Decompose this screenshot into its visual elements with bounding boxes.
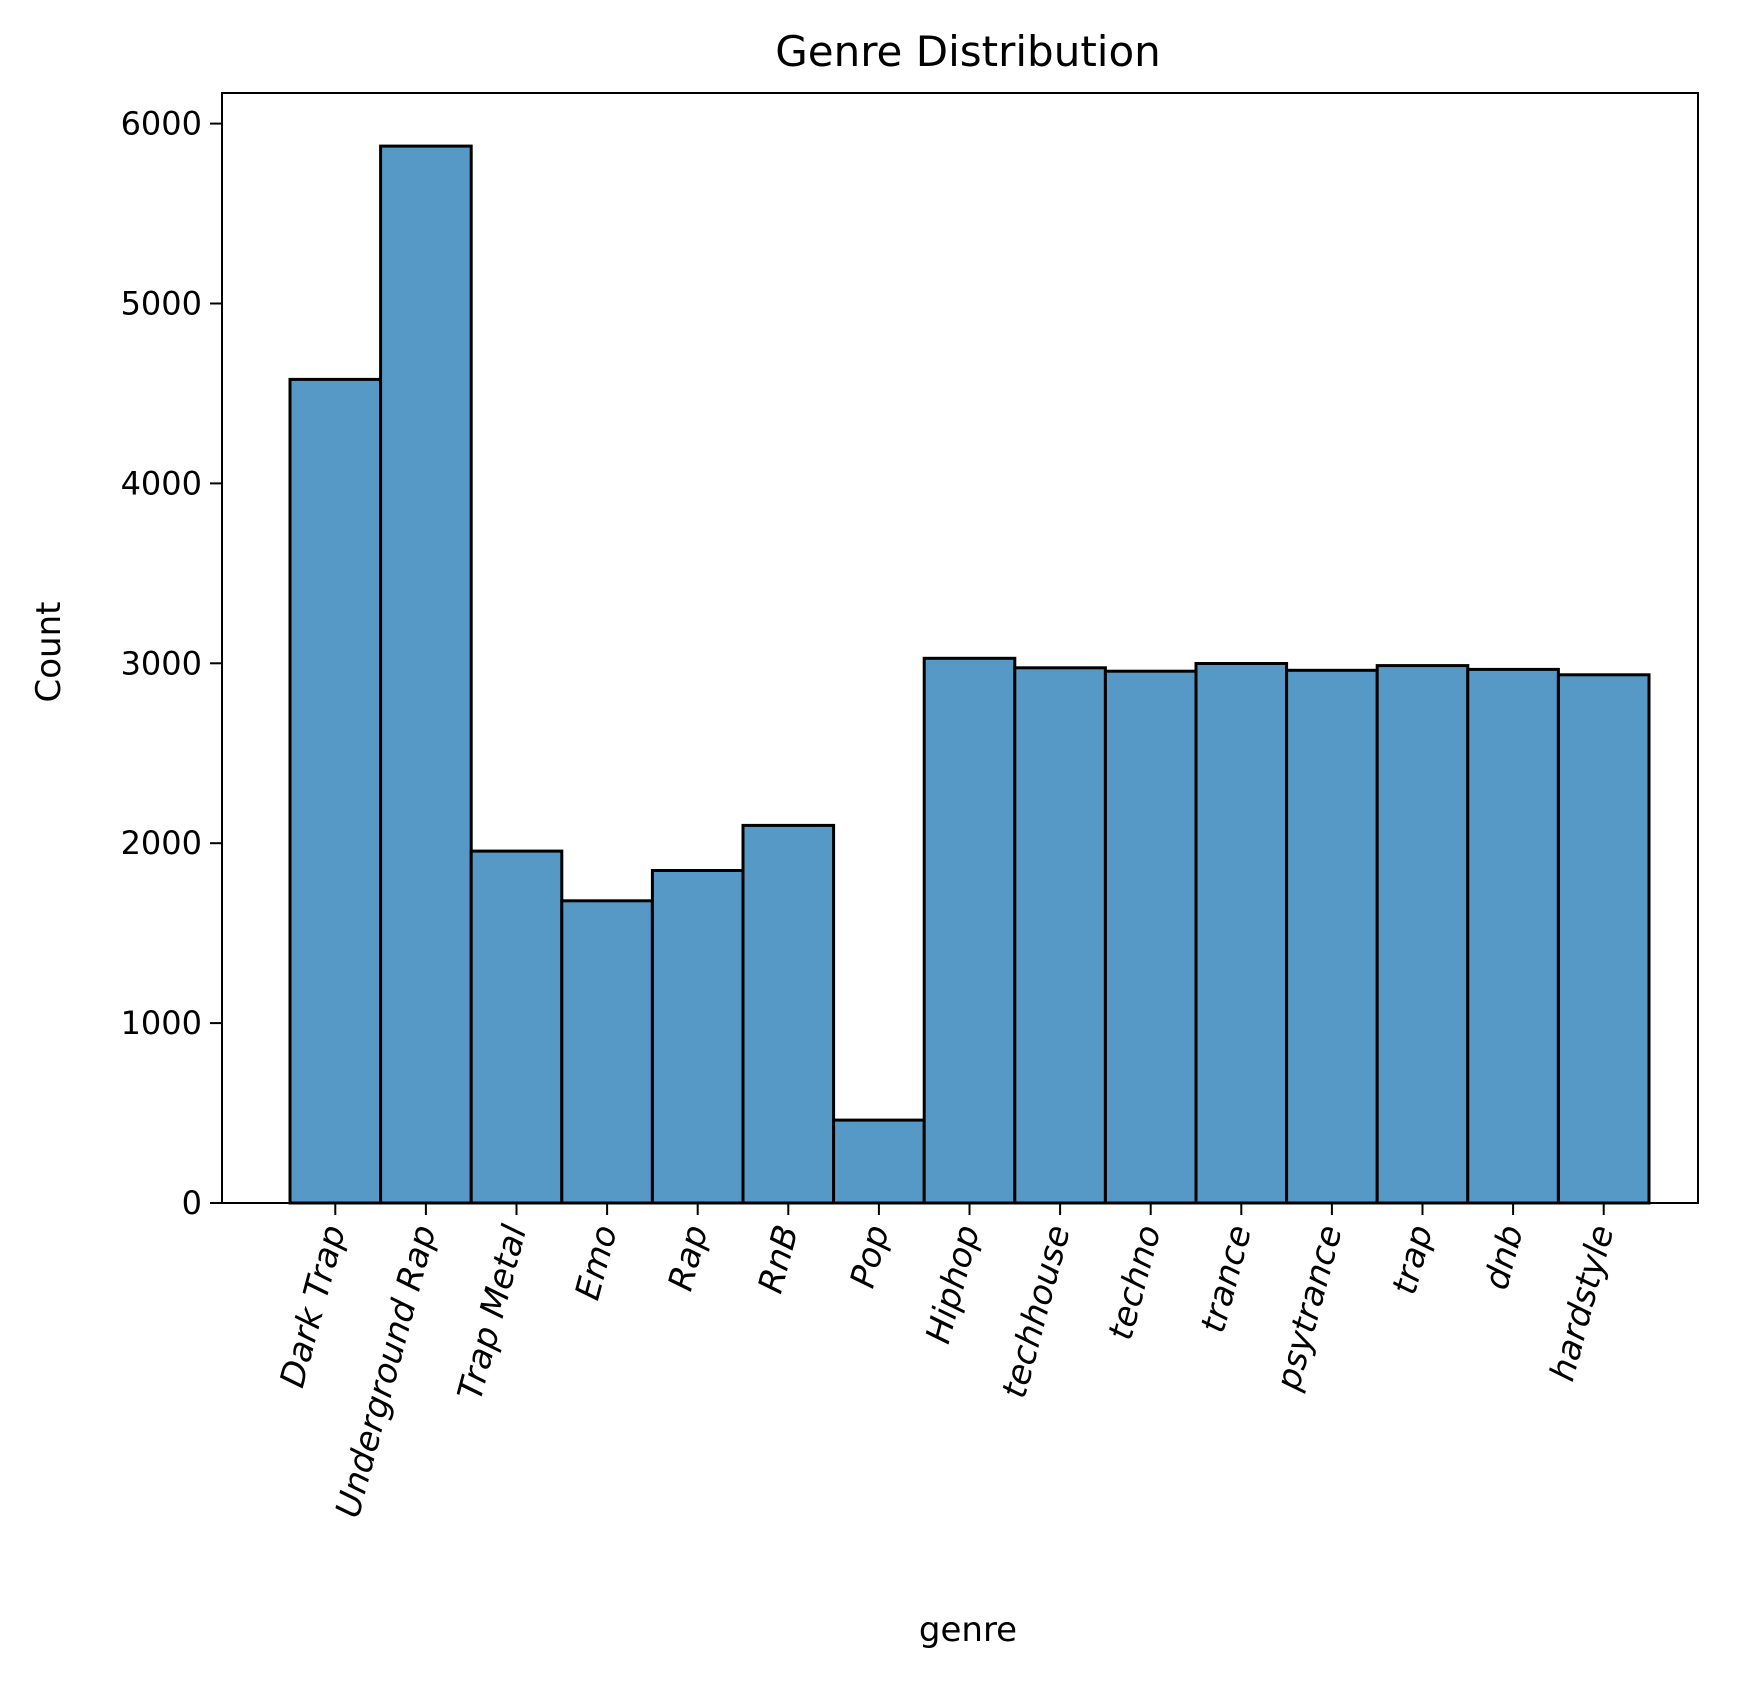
y-tick-label: 1000 xyxy=(121,1004,202,1042)
x-tick-label: hardstyle xyxy=(1542,1221,1622,1385)
y-tick-label: 2000 xyxy=(121,824,202,862)
x-tick-label: trap xyxy=(1385,1221,1442,1299)
bar-rap xyxy=(650,869,745,1205)
bars-layer xyxy=(288,144,1651,1205)
x-tick-label: techno xyxy=(1101,1221,1170,1344)
plot-frame xyxy=(221,92,1699,1204)
bar-underground-rap xyxy=(379,144,473,1205)
y-tick-label: 0 xyxy=(182,1184,202,1222)
x-tick-label: dnb xyxy=(1476,1221,1531,1294)
bar-pop xyxy=(832,1118,926,1205)
bar-emo xyxy=(560,899,654,1205)
x-tick-label: Hiphop xyxy=(918,1221,988,1348)
bar-rnb xyxy=(741,823,836,1205)
bar-dark-trap xyxy=(288,377,383,1205)
bar-psytrance xyxy=(1285,668,1379,1205)
chart-title: Genre Distribution xyxy=(775,27,1161,76)
y-tick-label: 5000 xyxy=(121,285,202,323)
x-tick-label: trance xyxy=(1193,1221,1260,1337)
x-tick-label: Dark Trap xyxy=(272,1221,354,1392)
bar-techhouse xyxy=(1013,666,1107,1205)
x-tick-label: RnB xyxy=(751,1221,807,1298)
bar-techno xyxy=(1103,669,1198,1205)
x-tick-label: techhouse xyxy=(994,1221,1078,1402)
bar-trance xyxy=(1194,662,1289,1205)
x-tick-label: Emo xyxy=(568,1221,626,1304)
y-axis-label: Count xyxy=(29,602,69,703)
y-tick-label: 3000 xyxy=(121,644,202,682)
x-axis-label: genre xyxy=(919,1610,1017,1650)
x-tick-label: psytrance xyxy=(1268,1221,1351,1395)
bar-dnb xyxy=(1466,667,1560,1205)
x-tick-label: Underground Rap xyxy=(328,1221,444,1522)
y-tick-label: 6000 xyxy=(121,105,202,143)
bar-hiphop xyxy=(922,656,1017,1205)
x-tick-label: Pop xyxy=(843,1221,898,1292)
x-tick-label: Trap Metal xyxy=(450,1220,535,1404)
bar-trap xyxy=(1375,664,1470,1205)
y-tick-label: 4000 xyxy=(121,464,202,502)
bar-trap-metal xyxy=(469,849,564,1205)
x-tick-label: Rap xyxy=(661,1221,717,1295)
bar-hardstyle xyxy=(1556,673,1651,1205)
